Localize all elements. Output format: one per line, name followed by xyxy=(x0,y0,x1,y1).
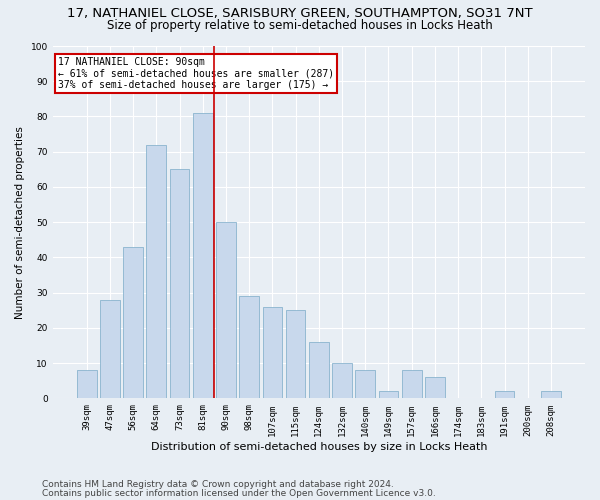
Bar xyxy=(379,392,398,398)
Bar xyxy=(541,392,561,398)
Bar xyxy=(494,392,514,398)
Bar xyxy=(402,370,422,398)
Bar xyxy=(332,363,352,398)
Bar xyxy=(425,378,445,398)
Text: 17 NATHANIEL CLOSE: 90sqm
← 61% of semi-detached houses are smaller (287)
37% of: 17 NATHANIEL CLOSE: 90sqm ← 61% of semi-… xyxy=(58,56,334,90)
Text: Contains public sector information licensed under the Open Government Licence v3: Contains public sector information licen… xyxy=(42,488,436,498)
Bar xyxy=(193,113,212,399)
Bar xyxy=(309,342,329,398)
Bar xyxy=(146,144,166,398)
Bar xyxy=(355,370,375,398)
Text: Contains HM Land Registry data © Crown copyright and database right 2024.: Contains HM Land Registry data © Crown c… xyxy=(42,480,394,489)
X-axis label: Distribution of semi-detached houses by size in Locks Heath: Distribution of semi-detached houses by … xyxy=(151,442,487,452)
Bar xyxy=(263,307,282,398)
Bar xyxy=(170,170,190,398)
Bar xyxy=(77,370,97,398)
Y-axis label: Number of semi-detached properties: Number of semi-detached properties xyxy=(15,126,25,318)
Bar xyxy=(239,296,259,398)
Text: Size of property relative to semi-detached houses in Locks Heath: Size of property relative to semi-detach… xyxy=(107,19,493,32)
Bar xyxy=(100,300,120,398)
Bar xyxy=(286,310,305,398)
Text: 17, NATHANIEL CLOSE, SARISBURY GREEN, SOUTHAMPTON, SO31 7NT: 17, NATHANIEL CLOSE, SARISBURY GREEN, SO… xyxy=(67,8,533,20)
Bar xyxy=(123,247,143,398)
Bar xyxy=(216,222,236,398)
